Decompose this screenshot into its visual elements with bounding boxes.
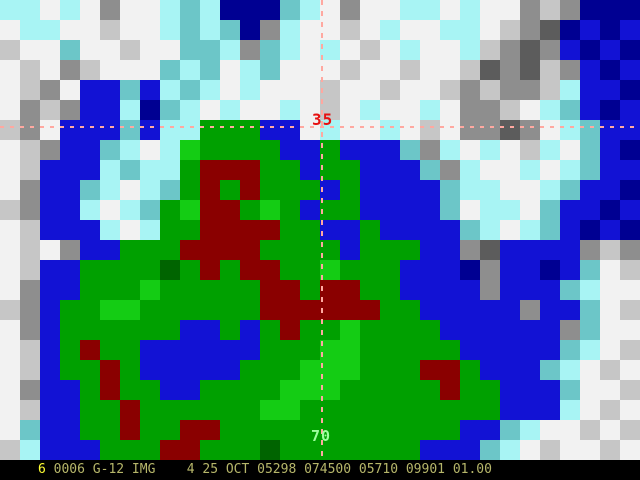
status-bar: 6 0006 G-12 IMG 4 25 OCT 05298 074500 05… [0,460,640,480]
frame-number: 6 [38,462,46,477]
satellite-ir-image[interactable] [0,0,640,460]
image-annotation-text: 0006 G-12 IMG 4 25 OCT 05298 074500 0571… [45,462,492,477]
